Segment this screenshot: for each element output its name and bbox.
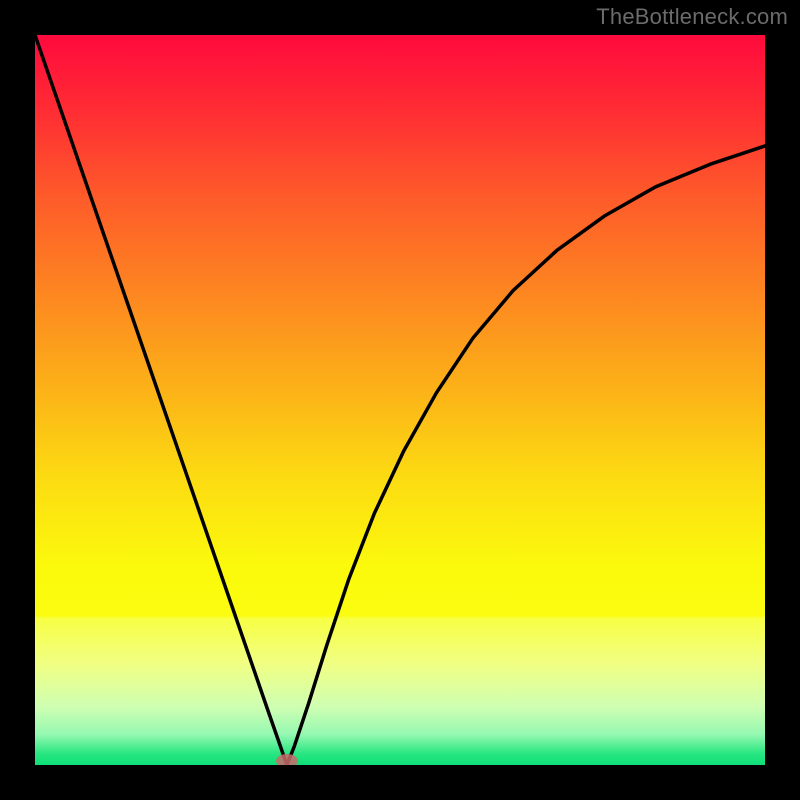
bottleneck-curve xyxy=(35,35,765,765)
chart-frame: TheBottleneck.com xyxy=(0,0,800,800)
optimum-marker xyxy=(276,754,298,765)
watermark-text: TheBottleneck.com xyxy=(596,4,788,30)
plot-area xyxy=(35,35,765,765)
